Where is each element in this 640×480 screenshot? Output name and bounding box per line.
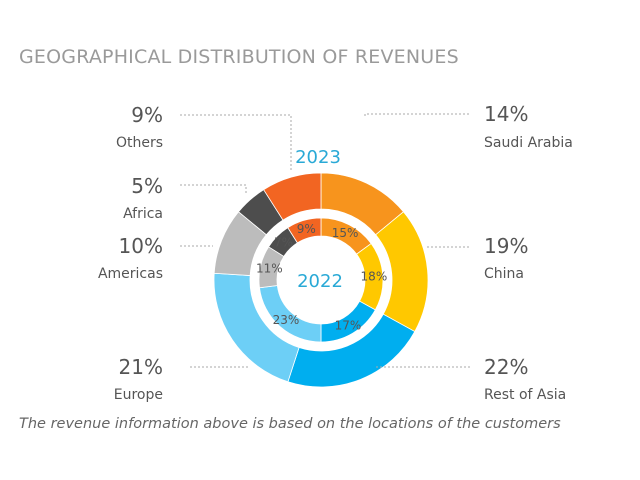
region-labels: 14% Saudi Arabia 19% China 22% Rest of Asia 21… (98, 102, 573, 403)
region-label-china: China (484, 266, 524, 282)
percent-2023-americas: 10% (119, 234, 163, 258)
2022-value-rest-of-asia: 17% (335, 319, 362, 333)
region-label-rest-of-asia: Rest of Asia (484, 387, 566, 403)
2022-value-others: 9% (297, 222, 316, 236)
outer-ring-2023 (213, 172, 429, 388)
2022-value-americas: 11% (256, 261, 283, 275)
year-label-2023: 2023 (295, 147, 341, 168)
percent-2023-china: 19% (484, 234, 528, 258)
2022-slice-others (287, 217, 322, 244)
region-label-europe: Europe (114, 387, 163, 403)
percent-2023-africa: 5% (131, 174, 163, 198)
region-label-saudi-arabia: Saudi Arabia (484, 135, 573, 151)
year-label-2022: 2022 (297, 271, 343, 292)
leader-lines (180, 113, 470, 368)
inner-ring-2022: 15% 18% 17% 23% 11% 7% 9% (254, 213, 388, 347)
region-label-africa: Africa (123, 206, 163, 222)
chart-title: GEOGRAPHICAL DISTRIBUTION OF REVENUES (19, 46, 459, 68)
2022-value-china: 18% (361, 270, 388, 284)
2022-value-africa: 7% (274, 236, 293, 250)
percent-2023-others: 9% (131, 103, 163, 127)
2022-value-saudi-arabia: 15% (332, 226, 359, 240)
leader-line-saudi-arabia (364, 113, 470, 116)
region-label-others: Others (116, 135, 163, 151)
footnote: The revenue information above is based o… (19, 416, 561, 432)
region-label-americas: Americas (98, 266, 163, 282)
leader-line-africa (180, 184, 247, 194)
leader-line-others (180, 114, 292, 170)
percent-2023-saudi-arabia: 14% (484, 102, 528, 126)
2022-value-europe: 23% (273, 313, 300, 327)
percent-2023-europe: 21% (119, 355, 163, 379)
2023-slice-others (263, 172, 322, 221)
percent-2023-rest-of-asia: 22% (484, 355, 528, 379)
